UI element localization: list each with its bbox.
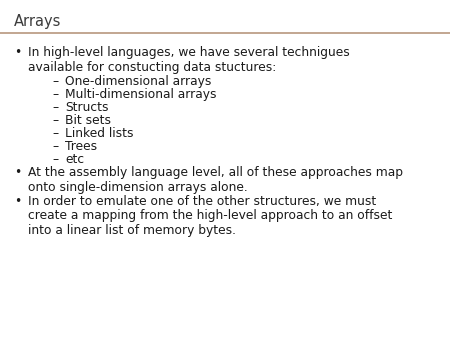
Text: –: –: [52, 153, 58, 166]
Text: –: –: [52, 127, 58, 140]
Text: In high-level languages, we have several technigues: In high-level languages, we have several…: [28, 46, 350, 59]
Text: Structs: Structs: [65, 101, 108, 114]
Text: One-dimensional arrays: One-dimensional arrays: [65, 75, 212, 88]
Text: Trees: Trees: [65, 140, 97, 153]
Text: Arrays: Arrays: [14, 14, 61, 29]
Text: –: –: [52, 101, 58, 114]
Text: create a mapping from the high-level approach to an offset: create a mapping from the high-level app…: [28, 210, 392, 222]
Text: Bit sets: Bit sets: [65, 114, 111, 127]
Text: –: –: [52, 114, 58, 127]
Text: etc: etc: [65, 153, 84, 166]
Text: available for constucting data stuctures:: available for constucting data stuctures…: [28, 61, 276, 73]
Text: –: –: [52, 88, 58, 101]
Text: •: •: [14, 195, 21, 208]
Text: Multi-dimensional arrays: Multi-dimensional arrays: [65, 88, 216, 101]
Text: onto single-dimension arrays alone.: onto single-dimension arrays alone.: [28, 180, 248, 193]
Text: •: •: [14, 166, 21, 179]
Text: In order to emulate one of the other structures, we must: In order to emulate one of the other str…: [28, 195, 376, 208]
Text: –: –: [52, 75, 58, 88]
Text: Linked lists: Linked lists: [65, 127, 134, 140]
Text: •: •: [14, 46, 21, 59]
Text: At the assembly language level, all of these approaches map: At the assembly language level, all of t…: [28, 166, 403, 179]
Text: into a linear list of memory bytes.: into a linear list of memory bytes.: [28, 224, 236, 237]
Text: –: –: [52, 140, 58, 153]
